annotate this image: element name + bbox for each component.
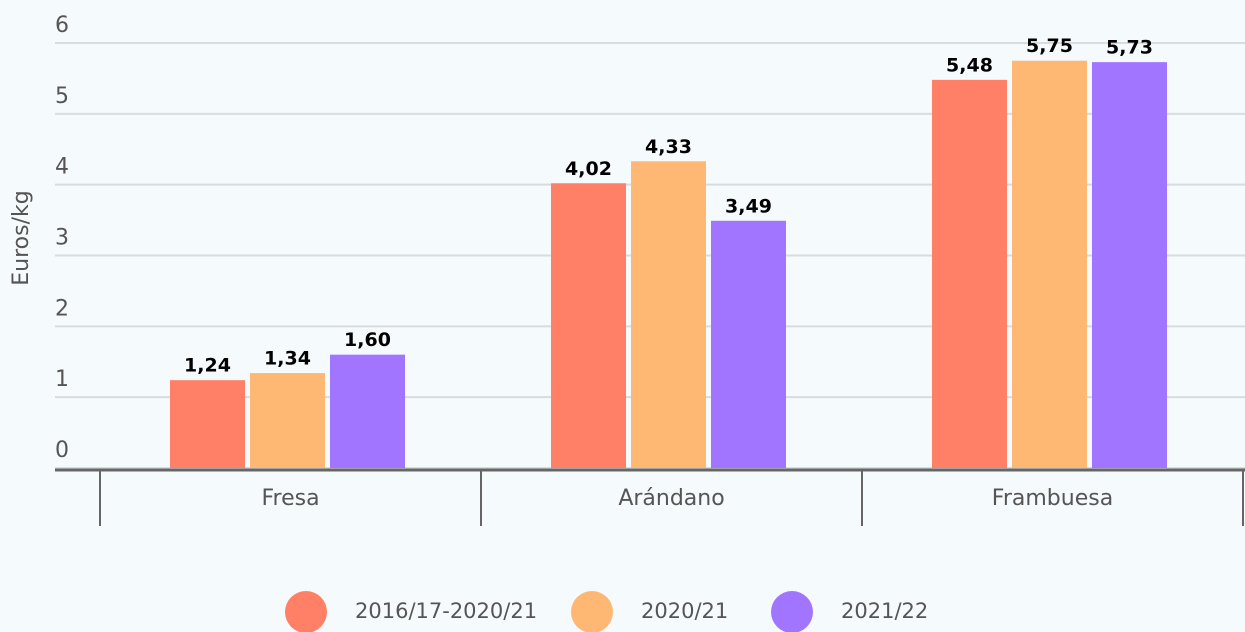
bar: [631, 161, 706, 468]
y-tick-label: 4: [55, 155, 69, 180]
legend-label: 2016/17-2020/21: [355, 599, 537, 623]
y-tick-label: 1: [55, 367, 69, 392]
value-label: 3,49: [725, 195, 772, 217]
bar: [250, 373, 325, 468]
legend-swatch: [285, 591, 327, 632]
y-tick-label: 5: [55, 84, 69, 109]
y-axis-label: Euros/kg: [9, 190, 34, 285]
y-tick-label: 0: [55, 438, 69, 463]
legend-label: 2021/22: [841, 599, 928, 623]
x-tick-label: Frambuesa: [992, 486, 1113, 511]
y-tick-label: 6: [55, 13, 69, 38]
bar: [932, 79, 1007, 468]
legend-swatch: [771, 591, 813, 632]
value-label: 1,34: [264, 348, 311, 370]
bar: [711, 220, 786, 468]
x-tick-label: Fresa: [261, 486, 319, 511]
value-label: 1,24: [184, 355, 231, 377]
y-tick-label: 2: [55, 296, 69, 321]
bar: [1012, 60, 1087, 468]
bar: [330, 354, 405, 468]
value-label: 5,48: [946, 54, 993, 76]
value-label: 1,60: [344, 329, 391, 351]
bar: [551, 183, 626, 468]
value-label: 4,02: [565, 158, 612, 180]
value-label: 5,73: [1106, 37, 1153, 59]
bar: [170, 380, 245, 468]
value-label: 4,33: [645, 136, 692, 158]
legend-swatch: [571, 591, 613, 632]
bar: [1092, 62, 1167, 468]
legend-label: 2020/21: [641, 599, 728, 623]
y-tick-label: 3: [55, 226, 69, 251]
x-tick-label: Arándano: [618, 486, 724, 511]
value-label: 5,75: [1026, 35, 1073, 57]
